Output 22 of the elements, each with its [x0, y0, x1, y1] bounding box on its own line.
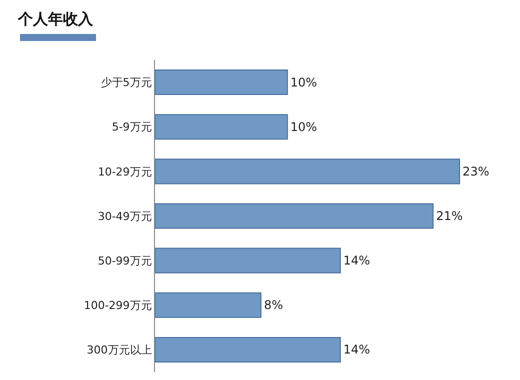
data-label: 14% — [343, 254, 370, 268]
y-tick-label: 30-49万元 — [98, 210, 152, 223]
data-label: 14% — [343, 342, 370, 357]
y-tick-label: 少于5万元 — [100, 76, 152, 90]
y-tick-label: 50-99万元 — [98, 254, 152, 268]
y-tick-label: 10-29万元 — [98, 165, 152, 178]
y-tick-label: 5-9万元 — [112, 120, 152, 134]
data-label: 10% — [290, 75, 318, 90]
bar — [155, 70, 288, 96]
bar — [155, 158, 460, 184]
bar — [155, 114, 288, 140]
bar — [155, 292, 262, 318]
bar — [155, 336, 341, 362]
data-label: 10% — [290, 120, 318, 134]
data-label: 23% — [462, 164, 490, 178]
y-tick-label: 100-299万元 — [84, 298, 152, 312]
bar — [155, 203, 434, 229]
bar — [155, 248, 341, 274]
chart-title: 个人年收入 — [17, 10, 94, 28]
data-label: 8% — [264, 298, 283, 312]
data-label: 21% — [436, 209, 463, 223]
y-tick-label: 300万元以上 — [86, 344, 152, 357]
